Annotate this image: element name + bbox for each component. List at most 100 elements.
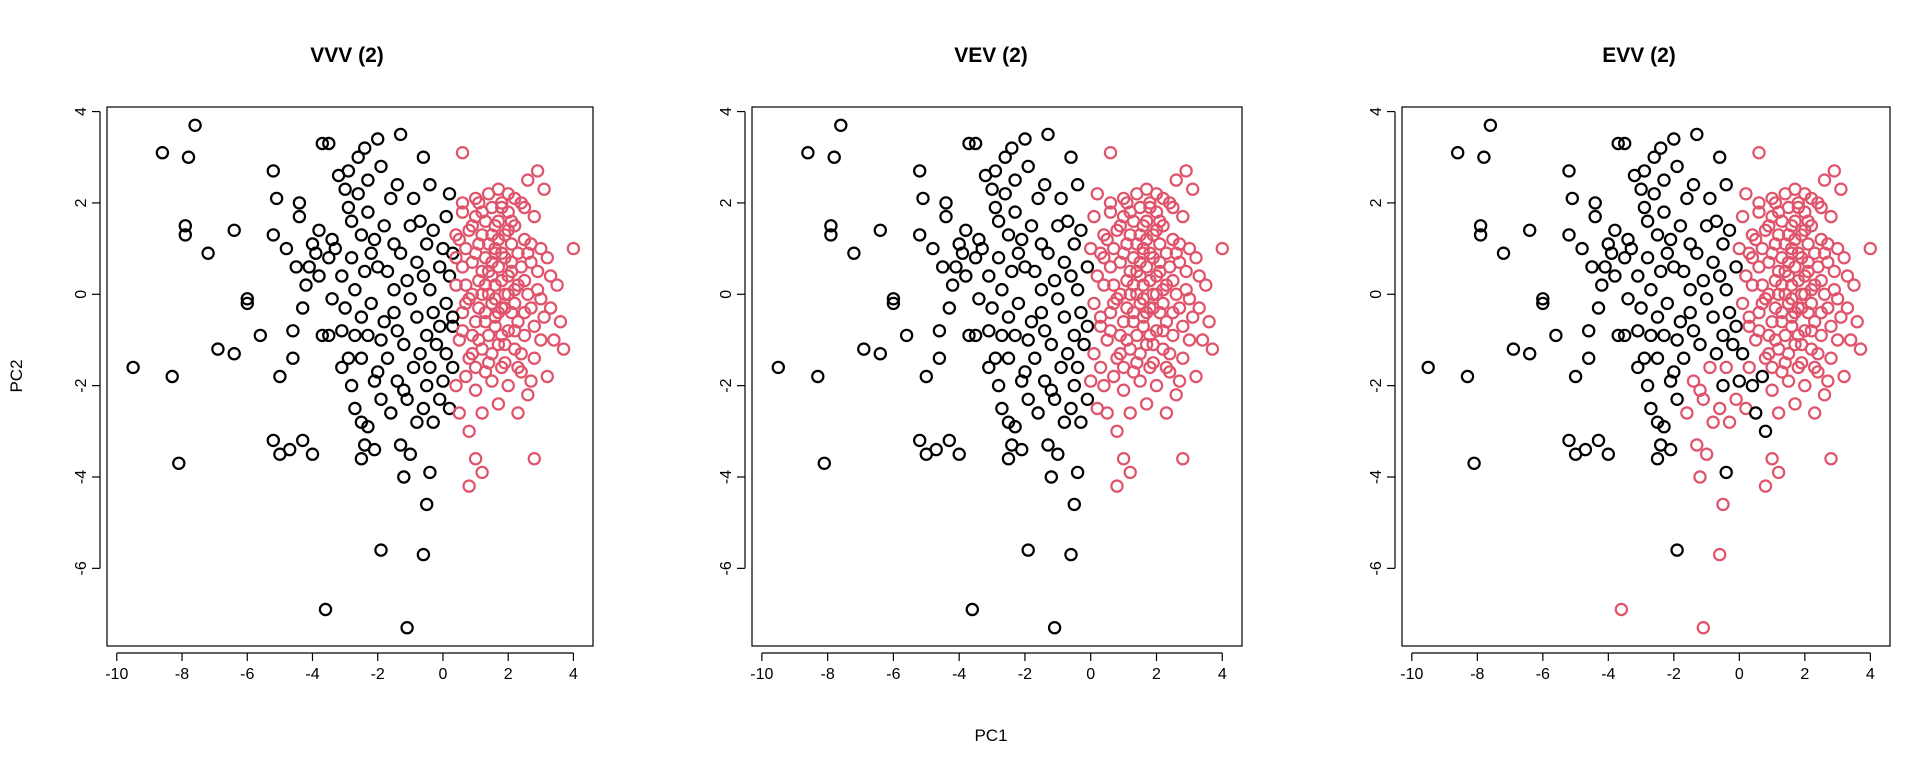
x-tick-label: -8 (175, 666, 189, 683)
data-point-cluster-2 (537, 310, 551, 324)
data-point-cluster-1 (387, 305, 401, 320)
data-point-cluster-2 (481, 237, 496, 251)
data-point-cluster-2 (1087, 296, 1101, 311)
data-point-cluster-1 (995, 283, 1009, 297)
data-point-cluster-2 (534, 292, 548, 306)
data-point-cluster-2 (521, 246, 535, 260)
data-point-cluster-1 (1028, 351, 1042, 365)
data-point-cluster-1 (348, 283, 362, 297)
data-point-cluster-1 (1067, 328, 1082, 343)
data-point-cluster-2 (1771, 406, 1786, 420)
data-point-cluster-1 (1663, 442, 1678, 457)
data-point-cluster-2 (1807, 278, 1822, 292)
data-point-cluster-1 (1011, 246, 1026, 260)
data-point-cluster-2 (1719, 360, 1733, 375)
data-point-cluster-2 (1116, 246, 1131, 260)
data-point-cluster-1 (296, 433, 310, 448)
data-point-cluster-1 (338, 182, 352, 196)
data-point-cluster-1 (1667, 132, 1681, 146)
data-point-cluster-1 (433, 319, 447, 333)
data-point-cluster-1 (1536, 296, 1550, 311)
data-point-cluster-1 (1591, 301, 1606, 315)
data-point-cluster-2 (1159, 360, 1174, 375)
data-point-cluster-1 (995, 401, 1009, 416)
data-point-cluster-1 (1522, 347, 1537, 361)
data-point-cluster-2 (1771, 465, 1786, 480)
x-axis-label: PC1 (974, 726, 1007, 745)
data-point-cluster-2 (1807, 406, 1822, 420)
data-point-cluster-1 (1722, 223, 1737, 237)
data-point-cluster-2 (455, 145, 470, 160)
data-point-cluster-1 (393, 127, 408, 142)
data-point-cluster-1 (1673, 315, 1688, 329)
data-point-cluster-1 (1067, 497, 1082, 512)
data-point-cluster-2 (1784, 292, 1799, 306)
data-point-cluster-2 (1791, 360, 1806, 375)
x-tick-label: -2 (371, 666, 385, 683)
data-point-cluster-2 (1100, 232, 1114, 247)
data-point-cluster-2 (1110, 479, 1124, 493)
data-point-cluster-2 (1762, 328, 1776, 343)
data-point-cluster-2 (1156, 191, 1170, 206)
data-point-cluster-1 (1568, 369, 1583, 384)
data-point-cluster-1 (834, 118, 848, 133)
data-point-cluster-1 (377, 219, 391, 233)
data-point-cluster-2 (1771, 228, 1786, 242)
data-point-cluster-1 (1021, 543, 1035, 557)
data-point-cluster-2 (468, 246, 483, 260)
data-point-cluster-1 (305, 447, 320, 461)
data-point-cluster-1 (1041, 246, 1055, 260)
data-point-cluster-2 (1827, 164, 1842, 178)
y-tick-label: 2 (73, 198, 90, 207)
data-point-cluster-1 (1051, 447, 1065, 461)
data-point-cluster-1 (811, 369, 825, 384)
data-point-cluster-1 (1074, 305, 1088, 320)
data-point-cluster-1 (942, 301, 957, 315)
data-point-cluster-2 (475, 342, 489, 356)
data-point-cluster-2 (488, 292, 502, 306)
data-point-cluster-2 (1771, 342, 1786, 356)
data-point-cluster-2 (1814, 305, 1828, 320)
data-point-cluster-1 (965, 602, 980, 617)
data-point-cluster-1 (397, 337, 411, 352)
data-point-cluster-2 (1804, 324, 1819, 338)
data-point-cluster-1 (1611, 328, 1625, 343)
data-point-cluster-2 (1090, 269, 1105, 283)
data-point-cluster-1 (1637, 351, 1652, 365)
data-point-cluster-2 (478, 278, 493, 292)
data-point-cluster-1 (426, 305, 440, 320)
data-point-cluster-1 (1562, 164, 1576, 178)
data-point-cluster-1 (439, 296, 453, 311)
data-point-cluster-1 (1074, 415, 1088, 429)
data-point-cluster-2 (1093, 360, 1108, 375)
data-point-cluster-2 (1156, 296, 1170, 311)
data-point-cluster-2 (1176, 452, 1190, 466)
data-point-cluster-2 (556, 342, 571, 356)
data-point-cluster-1 (328, 241, 342, 256)
data-point-cluster-1 (1070, 360, 1085, 375)
data-point-cluster-1 (1473, 228, 1488, 242)
data-point-cluster-2 (1834, 310, 1848, 324)
data-point-cluster-2 (1837, 251, 1851, 265)
data-point-cluster-1 (1005, 264, 1019, 279)
data-point-cluster-2 (468, 360, 483, 375)
data-point-cluster-2 (449, 378, 463, 393)
data-point-cluster-2 (1149, 378, 1164, 393)
data-point-cluster-1 (416, 269, 431, 283)
data-point-cluster-1 (361, 420, 375, 434)
data-point-cluster-2 (1136, 292, 1151, 306)
data-point-cluster-2 (1205, 342, 1220, 356)
data-point-cluster-2 (1807, 246, 1822, 260)
data-point-cluster-1 (824, 228, 838, 242)
data-point-cluster-1 (380, 351, 395, 365)
plot-frame (1401, 106, 1891, 647)
data-point-cluster-1 (1067, 237, 1082, 251)
data-point-cluster-2 (1830, 333, 1845, 347)
data-point-cluster-2 (1765, 452, 1779, 466)
data-point-cluster-1 (1080, 260, 1095, 274)
data-point-cluster-2 (455, 205, 470, 219)
data-point-cluster-2 (1778, 328, 1792, 343)
data-point-cluster-1 (1460, 369, 1475, 384)
data-points (771, 118, 1230, 635)
